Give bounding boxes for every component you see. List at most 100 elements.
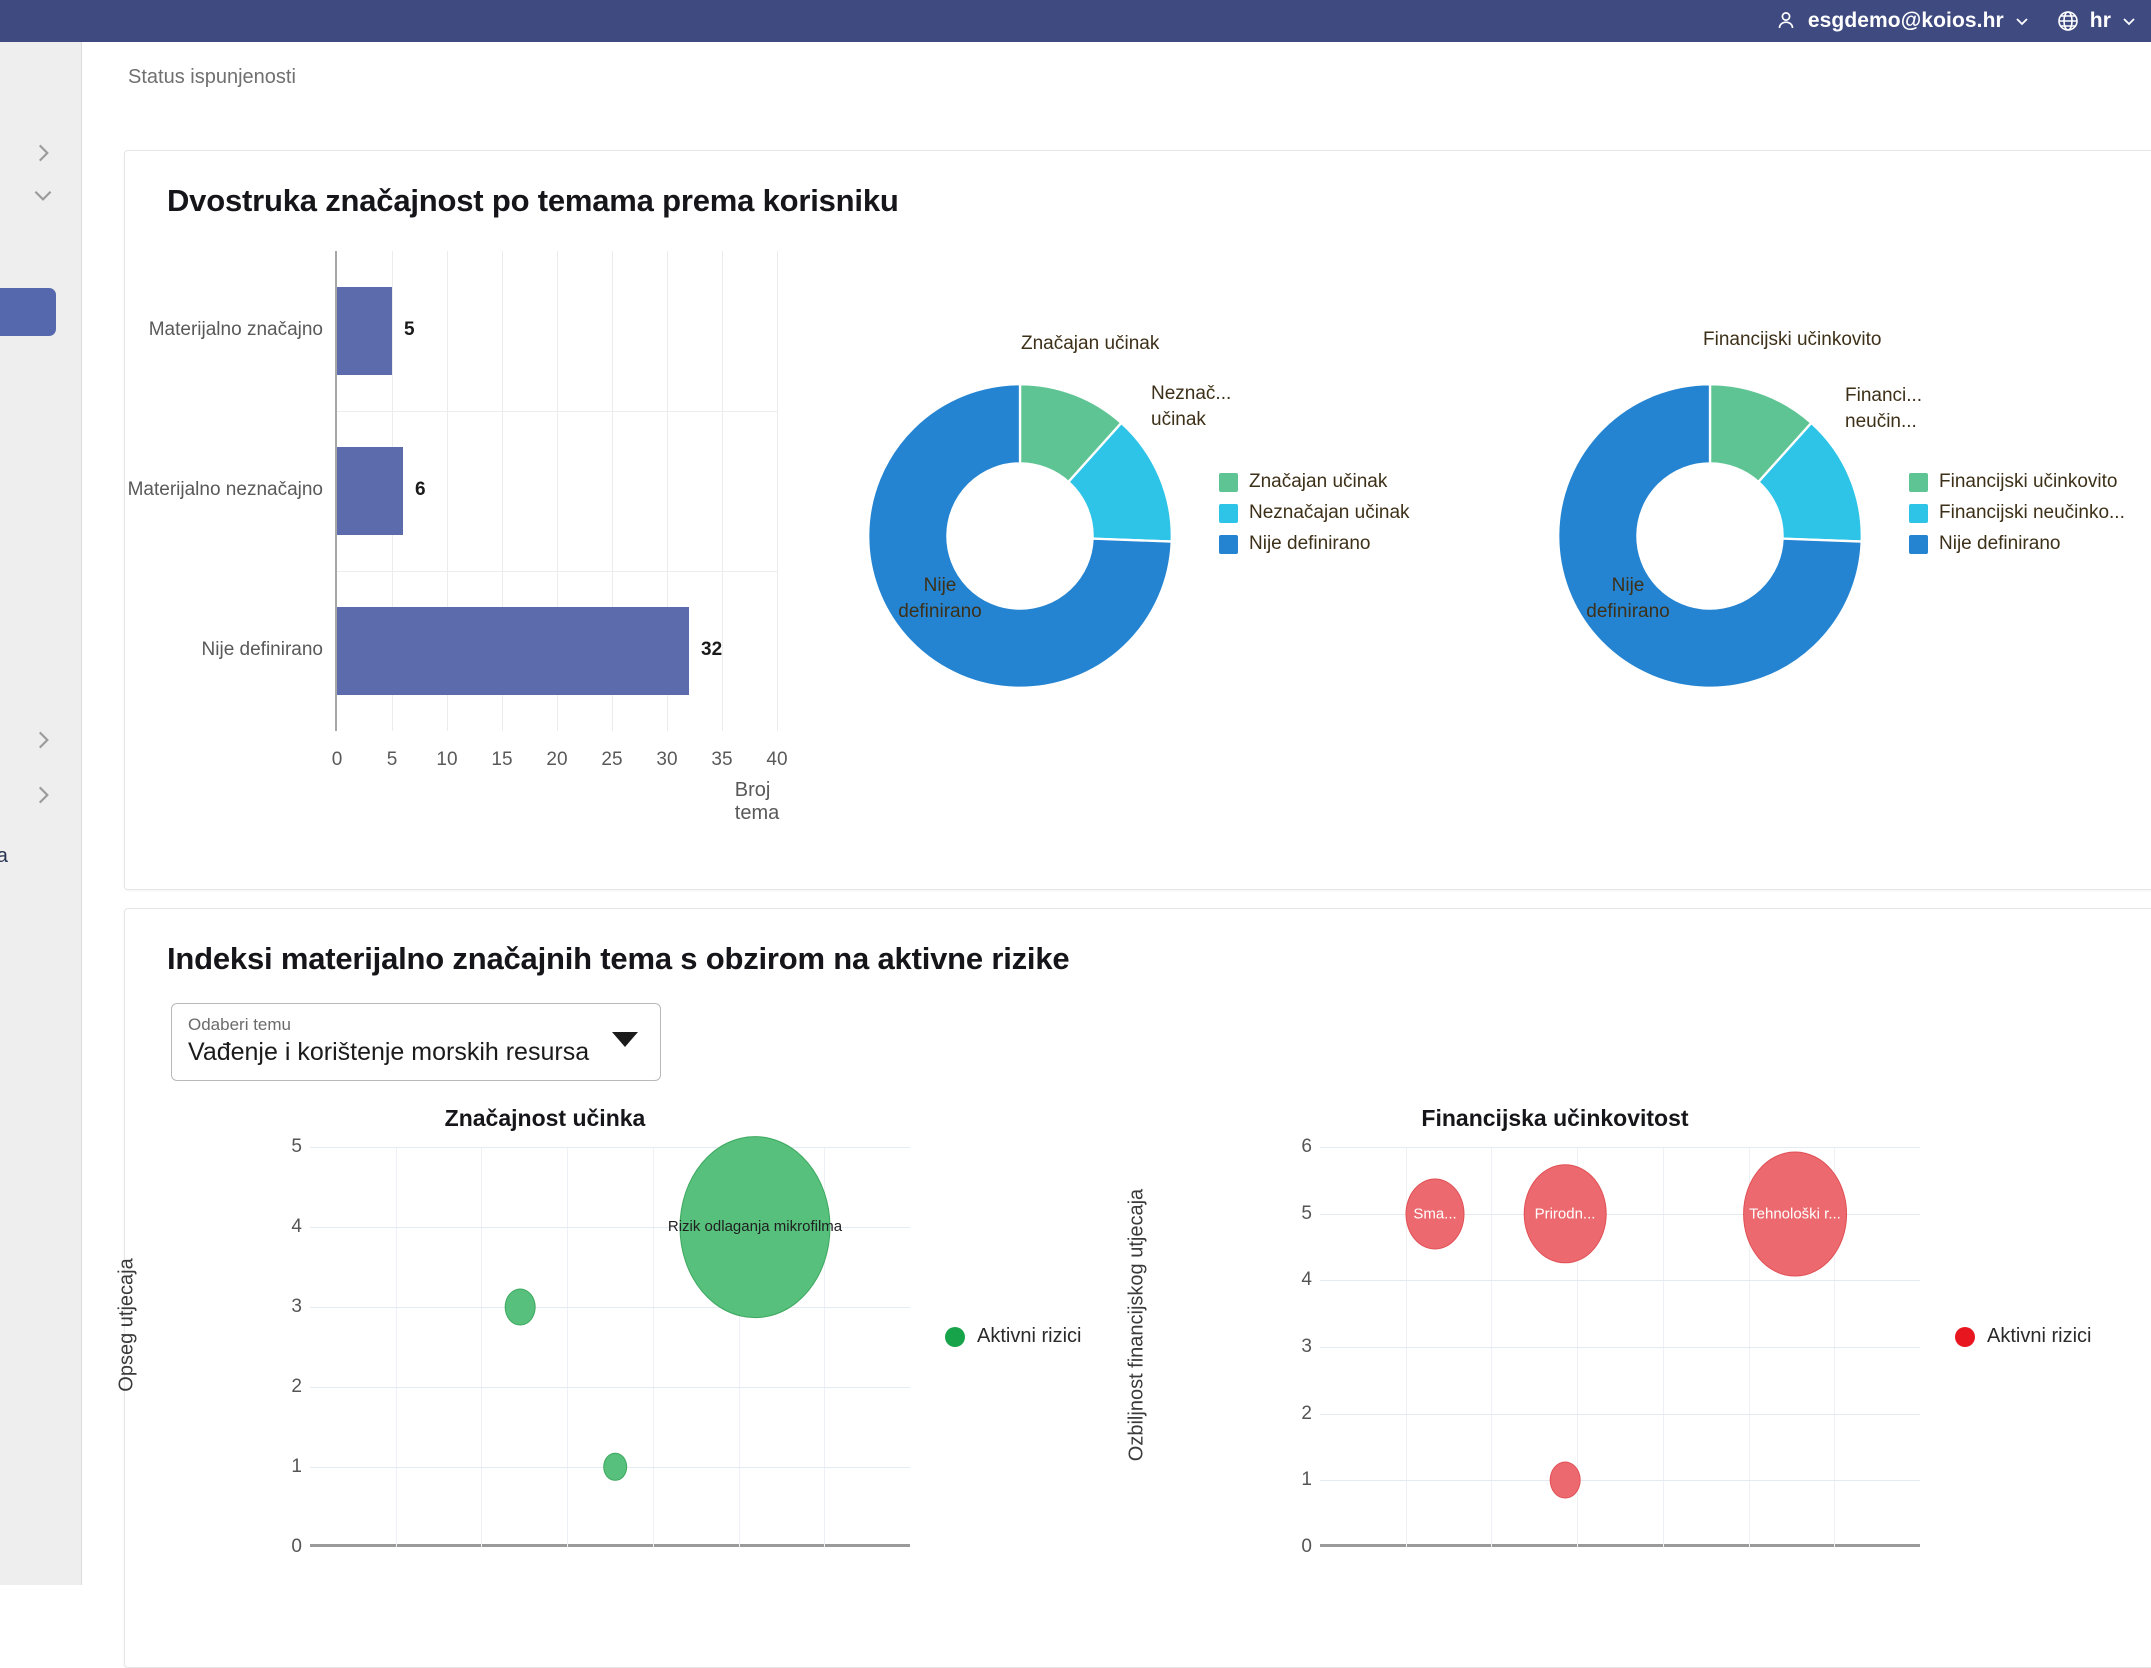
x-tick-label: 20 xyxy=(546,749,568,770)
grid-line xyxy=(310,1227,910,1228)
grid-line xyxy=(447,251,448,731)
grid-line xyxy=(337,571,777,573)
bar-1[interactable] xyxy=(337,447,403,535)
donut-1-callout-0: Značajan učinak xyxy=(1021,333,1160,354)
bubble-left-ylabel: Opseg utjecaja xyxy=(115,1258,138,1392)
grid-line xyxy=(1320,1480,1920,1482)
language-menu[interactable]: hr xyxy=(2056,9,2137,33)
y-tick-label: 2 xyxy=(291,1376,302,1397)
user-menu[interactable]: esgdemo@koios.hr xyxy=(1774,9,2030,33)
chevron-right-icon[interactable] xyxy=(30,140,56,166)
chevron-down-icon[interactable] xyxy=(2121,13,2137,29)
bubble-point-1[interactable]: Prirodn... xyxy=(1523,1163,1607,1264)
grid-line xyxy=(652,1147,654,1547)
x-tick-label: 0 xyxy=(331,749,343,770)
legend-item[interactable]: Neznačajan učinak xyxy=(1219,502,1410,524)
bubble-right-title: Financijska učinkovitost xyxy=(1421,1105,1689,1131)
grid-line xyxy=(310,1147,910,1148)
legend-label: Aktivni rizici xyxy=(977,1325,1082,1347)
bubble-left-legend[interactable]: Aktivni rizici xyxy=(945,1325,1081,1348)
bubble-point-0[interactable]: Rizik odlaganja mikrofilma xyxy=(668,1136,842,1318)
legend-item[interactable]: Nije definirano xyxy=(1909,533,2125,555)
sidebar-item-label-truncated-2[interactable]: vanja xyxy=(0,845,8,867)
legend-swatch-green xyxy=(1909,472,1928,492)
chevron-right-icon[interactable] xyxy=(30,782,56,808)
bubble-point-0[interactable]: Sma... xyxy=(1405,1178,1465,1250)
y-tick-label: 0 xyxy=(1301,1536,1312,1557)
donut-2-svg xyxy=(1557,383,1863,689)
grid-line xyxy=(612,251,613,731)
donut-slice-2[interactable] xyxy=(867,383,1173,689)
bubble-right-legend[interactable]: Aktivni rizici xyxy=(1955,1325,2091,1348)
bubble-point-label: Sma... xyxy=(1413,1205,1457,1223)
grid-line xyxy=(1320,1213,1920,1215)
legend-label: Značajan učinak xyxy=(1249,471,1388,492)
bar-0[interactable] xyxy=(337,287,392,375)
donut-chart-financijska-ucinkovitost: Financijski učinkovito Financi... neučin.… xyxy=(1505,251,2125,811)
grid-line xyxy=(1320,1280,1920,1282)
bar-2[interactable] xyxy=(337,607,689,695)
donut-1-svg xyxy=(867,383,1173,689)
topic-select[interactable]: Odaberi temu Vađenje i korištenje morski… xyxy=(171,1003,661,1081)
bubble-point-3[interactable] xyxy=(1549,1461,1581,1499)
top-bar: esgdemo@koios.hr hr xyxy=(0,0,2151,42)
donut-slice-2[interactable] xyxy=(1557,383,1863,689)
bubble-point-1[interactable] xyxy=(504,1288,536,1326)
grid-line xyxy=(395,1147,397,1547)
grid-line xyxy=(667,251,668,731)
breadcrumb: Status ispunjenosti xyxy=(128,66,296,88)
main-content: Status ispunjenosti Dvostruka značajnost… xyxy=(82,42,2151,1668)
globe-icon xyxy=(2057,11,2078,31)
bar-category-label: Materijalno neznačajno xyxy=(127,479,323,500)
grid-line xyxy=(481,1147,483,1547)
legend-item[interactable]: Financijski učinkovito xyxy=(1909,471,2125,493)
bar-category-label: Nije definirano xyxy=(201,639,323,660)
card-indeksi-rizici: Indeksi materijalno značajnih tema s obz… xyxy=(116,908,2151,1668)
grid-line xyxy=(1320,1147,1920,1148)
bar-value-label: 32 xyxy=(701,639,723,660)
bubble-right-plot-area: 0 1 2 3 4 5 6 Sma... Prirodn... Tehnološki r... xyxy=(1301,1136,1920,1557)
bubble-point-2[interactable] xyxy=(603,1452,627,1482)
donut-1-callout-1: Neznač... učinak xyxy=(1151,383,1232,430)
grid-line xyxy=(1320,1347,1920,1348)
card-dvostruka-znacajnost: Dvostruka značajnost po temama prema kor… xyxy=(124,150,2151,890)
bar-value-label: 5 xyxy=(404,319,415,340)
bar-category-label: Materijalno značajno xyxy=(148,319,323,340)
legend-label: Financijski učinkovito xyxy=(1939,471,2118,492)
y-tick-label: 0 xyxy=(291,1536,302,1557)
grid-line xyxy=(337,410,777,412)
donut-1-callout-2: Nije definirano xyxy=(898,575,982,622)
chevron-down-icon[interactable] xyxy=(612,1032,638,1047)
legend-dot-green xyxy=(945,1326,965,1347)
legend-label: Nije definirano xyxy=(1939,533,2061,554)
bubble-point-2[interactable]: Tehnološki r... xyxy=(1743,1151,1847,1277)
y-tick-label: 6 xyxy=(1301,1136,1312,1157)
legend-item[interactable]: Nije definirano xyxy=(1219,533,1410,555)
legend-swatch-blue xyxy=(1219,534,1238,554)
legend-label: Nije definirano xyxy=(1249,533,1371,554)
bubble-point-label: Tehnološki r... xyxy=(1749,1205,1841,1223)
y-tick-label: 4 xyxy=(1301,1269,1312,1291)
legend-item[interactable]: Značajan učinak xyxy=(1219,471,1410,493)
x-axis-label: Broj tema xyxy=(734,779,780,824)
x-tick-label: 40 xyxy=(766,749,788,770)
bar-chart-dvostruka-znacajnost: Materijalno značajno 5 Materijalno neznača… xyxy=(128,241,835,824)
x-tick-label: 35 xyxy=(711,749,733,770)
legend-item[interactable]: Financijski neučinko... xyxy=(1909,502,2125,524)
legend-label: Aktivni rizici xyxy=(1987,1325,2092,1347)
topic-select-label: Odaberi temu xyxy=(188,1015,291,1034)
grid-line xyxy=(502,251,503,731)
chevron-right-icon[interactable] xyxy=(30,727,56,753)
x-tick-label: 25 xyxy=(601,749,623,770)
chevron-down-icon[interactable] xyxy=(2014,13,2030,29)
grid-line xyxy=(310,1387,910,1388)
sidebar-item-active[interactable] xyxy=(0,288,56,336)
donut-2-legend: Financijski učinkovito Financijski neuči… xyxy=(1909,471,2125,564)
chevron-down-icon[interactable] xyxy=(30,182,56,208)
legend-label: Neznačajan učinak xyxy=(1249,502,1410,523)
grid-line xyxy=(567,1147,569,1547)
y-tick-label: 3 xyxy=(291,1296,302,1317)
bar-chart-plot-area: Materijalno značajno 5 Materijalno neznača… xyxy=(128,251,788,824)
donut-chart-znacajnost-ucinka: Značajan učinak Neznač... učinak Nije defi… xyxy=(815,251,1410,811)
legend-dot-red xyxy=(1955,1326,1975,1347)
